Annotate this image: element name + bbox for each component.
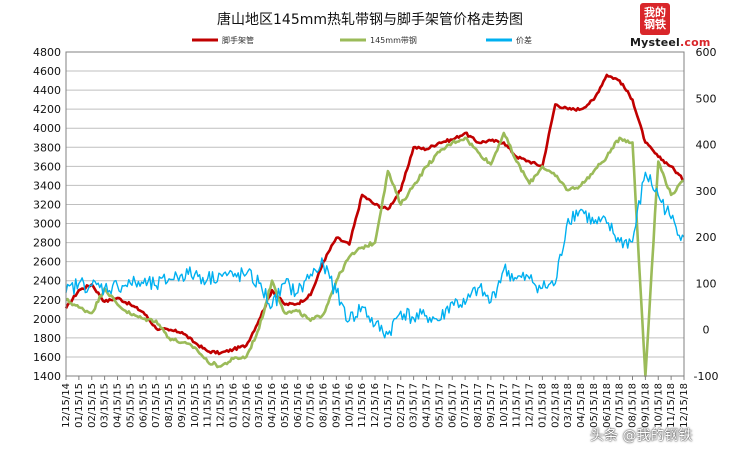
y-right-tick-label: 200 [696,231,717,244]
y-right-tick-label: 100 [696,277,717,290]
x-tick-label: 02/15/16 [241,383,252,428]
y-left-tick-label: 2800 [33,237,61,250]
y-left-tick-label: 3000 [33,218,61,231]
legend-label: 价差 [516,35,532,45]
y-right-tick-label: -100 [694,370,719,383]
x-tick-label: 04/15/17 [422,383,433,428]
x-tick-label: 10/15/16 [344,383,355,428]
x-tick-label: 09/15/18 [640,383,651,428]
x-tick-label: 02/15/17 [396,383,407,428]
x-tick-label: 11/15/17 [512,383,523,428]
x-tick-label: 09/15/17 [486,383,497,428]
y-right-tick-label: 600 [696,46,717,59]
x-tick-label: 05/15/15 [125,383,136,428]
y-right-tick-label: 300 [696,185,717,198]
series-line-2 [65,171,685,339]
y-left-tick-label: 4400 [33,84,61,97]
x-tick-label: 10/15/17 [499,383,510,428]
x-tick-label: 03/15/18 [563,383,574,428]
x-tick-label: 06/15/15 [138,383,149,428]
x-tick-label: 01/15/17 [383,383,394,428]
y-left-tick-label: 4600 [33,65,61,78]
legend-label: 145mm带钢 [370,35,417,45]
y-right-tick-label: 400 [696,139,717,152]
y-left-tick-label: 4000 [33,122,61,135]
x-tick-label: 01/15/16 [228,383,239,428]
x-tick-label: 06/15/17 [447,383,458,428]
x-tick-label: 11/15/16 [357,383,368,428]
chart-title: 唐山地区145mm热轧带钢与脚手架管价格走势图 [217,11,523,28]
x-tick-label: 12/15/14 [61,383,72,428]
x-tick-label: 02/15/18 [550,383,561,428]
x-tick-label: 01/15/15 [74,383,85,428]
x-tick-label: 08/15/17 [473,383,484,428]
y-left-tick-label: 4800 [33,46,61,59]
x-tick-label: 07/15/18 [615,383,626,428]
mysteel-brand: Mysteel.com [630,36,711,49]
x-tick-label: 10/15/15 [190,383,201,428]
y-right-tick-label: 500 [696,92,717,105]
y-left-tick-label: 3200 [33,198,61,211]
x-tick-label: 06/15/18 [602,383,613,428]
y-left-tick-label: 1600 [33,351,61,364]
watermark: 头条 @我的钢铁 [590,428,693,444]
y-left-tick-label: 3400 [33,179,61,192]
logo-char-1: 我的 [644,6,666,19]
x-tick-label: 01/15/18 [537,383,548,428]
y-right-tick-label: 0 [703,324,710,337]
x-tick-label: 06/15/16 [293,383,304,428]
x-tick-label: 07/15/17 [460,383,471,428]
y-left-tick-label: 4200 [33,103,61,116]
x-tick-label: 05/15/18 [589,383,600,428]
x-tick-label: 02/15/15 [87,383,98,428]
x-tick-label: 04/15/16 [267,383,278,428]
y-left-tick-label: 3800 [33,141,61,154]
x-tick-label: 04/15/15 [113,383,124,428]
x-tick-label: 12/15/17 [525,383,536,428]
x-tick-label: 05/15/16 [280,383,291,428]
x-tick-label: 09/15/16 [331,383,342,428]
x-tick-label: 08/15/15 [164,383,175,428]
x-tick-label: 12/15/15 [216,383,227,428]
x-tick-label: 08/15/16 [319,383,330,428]
series-line-1 [65,131,685,378]
y-left-tick-label: 1800 [33,332,61,345]
x-tick-label: 03/15/16 [254,383,265,428]
series-lines [64,73,685,378]
y-left-tick-label: 2400 [33,275,61,288]
x-tick-label: 07/15/15 [151,383,162,428]
x-tick-label: 11/15/15 [203,383,214,428]
x-tick-label: 09/15/15 [177,383,188,428]
legend: 脚手架管 145mm带钢 价差 [192,35,532,45]
x-tick-label: 08/15/18 [628,383,639,428]
series-line-0 [64,73,685,356]
x-tick-label: 10/15/18 [653,383,664,428]
axes: 1400160018002000220024002600280030003200… [33,46,718,428]
x-tick-label: 12/15/16 [370,383,381,428]
legend-label: 脚手架管 [222,35,254,45]
logo-domain: .com [680,36,711,49]
x-tick-label: 04/15/18 [576,383,587,428]
logo-char-2: 钢铁 [644,18,666,31]
x-tick-label: 03/15/17 [409,383,420,428]
y-left-tick-label: 3600 [33,160,61,173]
y-left-tick-label: 1400 [33,370,61,383]
x-tick-label: 11/15/18 [666,383,677,428]
y-left-tick-label: 2000 [33,313,61,326]
x-tick-label: 12/15/18 [679,383,690,428]
y-left-tick-label: 2600 [33,256,61,269]
x-tick-label: 07/15/16 [306,383,317,428]
x-tick-label: 05/15/17 [434,383,445,428]
x-tick-label: 03/15/15 [100,383,111,428]
logo-brand: Mysteel [630,36,681,49]
mysteel-logo: 我的 钢铁 [640,3,670,35]
y-left-tick-label: 2200 [33,294,61,307]
